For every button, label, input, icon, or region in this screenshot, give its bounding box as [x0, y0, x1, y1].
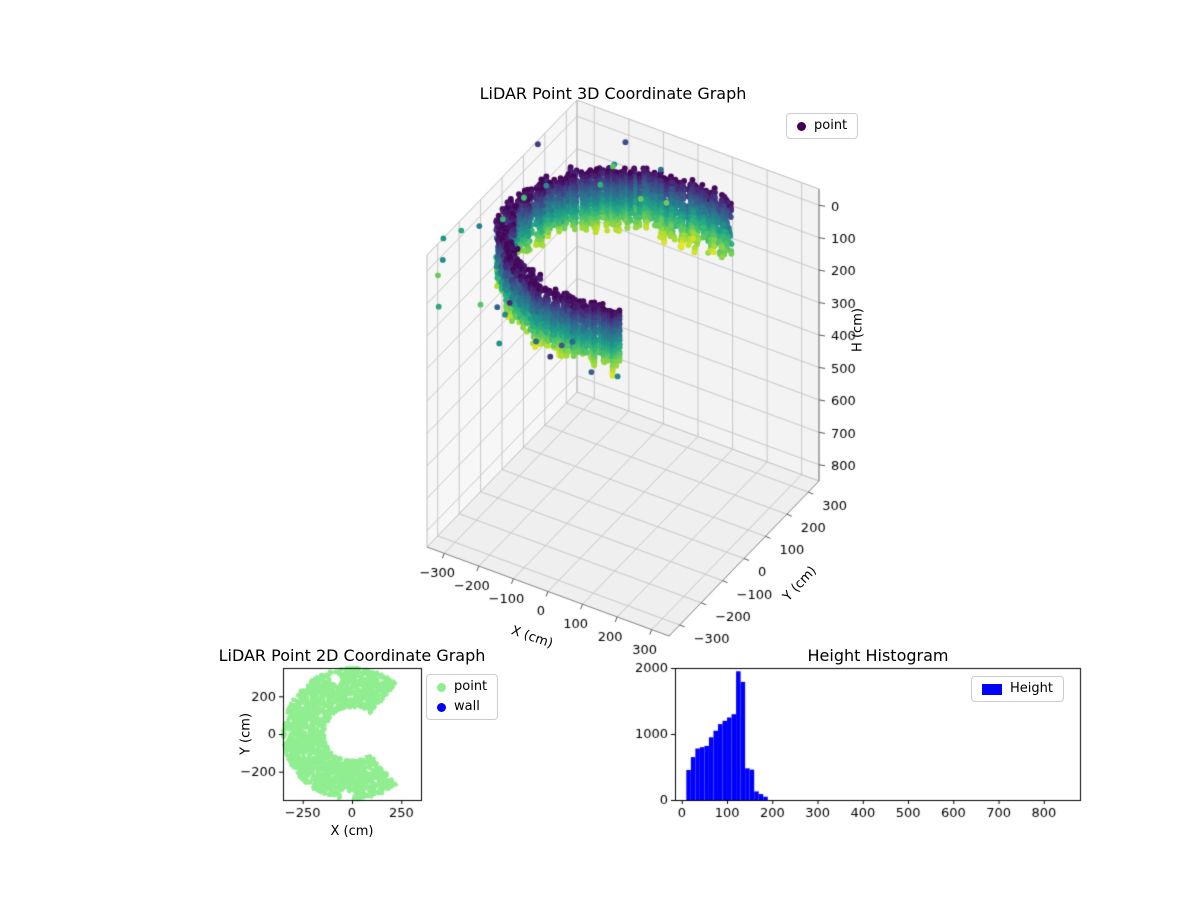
plot3d-zlabel: H (cm) [850, 308, 866, 352]
height-swatch-icon [982, 683, 1002, 695]
plot2d-xlabel: X (cm) [330, 824, 374, 839]
legend-item-point-2d: point [437, 680, 487, 694]
plot2d-title: LiDAR Point 2D Coordinate Graph [218, 646, 486, 665]
legend-label-point-3d: point [814, 118, 848, 133]
plot3d-canvas [365, 85, 880, 665]
histogram-title: Height Histogram [807, 646, 949, 665]
legend-label-wall-2d: wall [454, 699, 480, 714]
legend-3d: point [786, 113, 859, 139]
point-marker-icon [797, 121, 806, 131]
point-marker-icon [437, 682, 446, 692]
plot3d-title: LiDAR Point 3D Coordinate Graph [479, 84, 747, 103]
legend-label-point-2d: point [454, 679, 488, 694]
wall-marker-icon [437, 702, 446, 712]
legend-label-height: Height [1010, 681, 1053, 696]
plot2d-ylabel: Y (cm) [238, 712, 254, 756]
legend-item-height: Height [982, 682, 1053, 696]
legend-2d: point wall [426, 674, 499, 720]
legend-item-point-3d: point [797, 119, 847, 133]
legend-item-wall-2d: wall [437, 700, 487, 714]
plot2d-canvas [240, 660, 440, 818]
legend-histogram: Height [971, 676, 1064, 702]
